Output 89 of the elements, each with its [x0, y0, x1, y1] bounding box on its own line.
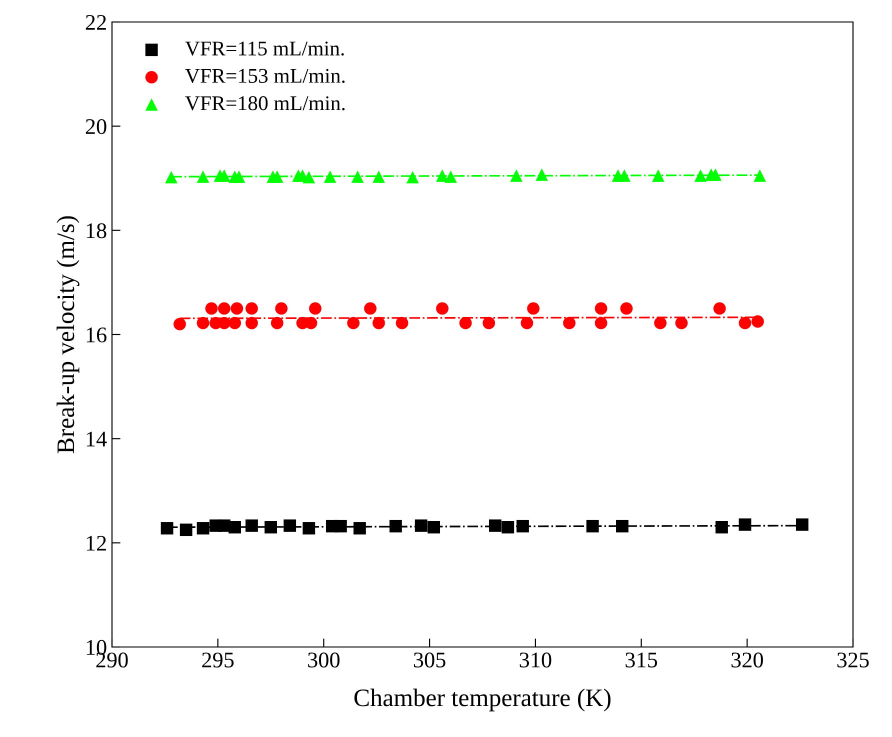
point [270, 316, 284, 330]
point [428, 520, 440, 534]
point [738, 518, 752, 531]
x-tick-label: 325 [837, 652, 869, 668]
point [218, 302, 230, 315]
y-tick-label: 10 [86, 640, 106, 655]
point [324, 170, 336, 183]
point [594, 302, 608, 315]
point [527, 302, 540, 315]
point [228, 316, 242, 330]
point [228, 520, 242, 534]
x-axis-title: Chamber temperature (K) [354, 688, 611, 712]
point [654, 316, 667, 330]
point [334, 520, 347, 532]
point [196, 316, 210, 330]
point [160, 522, 174, 534]
point [302, 170, 316, 184]
point [738, 316, 752, 330]
point [502, 520, 514, 534]
point [675, 316, 688, 330]
point [353, 522, 366, 534]
point [716, 520, 728, 534]
point [389, 520, 402, 532]
y-tick-label: 14 [86, 432, 107, 446]
point [372, 316, 385, 330]
point [586, 520, 599, 532]
point [616, 520, 628, 532]
point [165, 170, 178, 184]
point [482, 316, 496, 330]
point [270, 170, 284, 183]
x-tick-label: 290 [96, 652, 128, 668]
point [444, 170, 457, 183]
point [351, 170, 364, 183]
point [694, 169, 707, 182]
point [230, 302, 244, 315]
point [196, 522, 210, 534]
y-tick-label: 16 [86, 327, 106, 342]
point [180, 524, 192, 536]
point [436, 302, 448, 315]
point [520, 316, 534, 330]
point [364, 302, 377, 315]
point [510, 169, 523, 182]
point [275, 302, 288, 315]
point [436, 169, 448, 182]
point [347, 316, 360, 330]
point [459, 316, 472, 330]
y-tick-label: 20 [86, 119, 106, 134]
point [618, 169, 631, 182]
point [488, 519, 502, 532]
legend-label: VFR=180 mL/min. [185, 96, 345, 110]
point [594, 316, 608, 330]
point [264, 520, 277, 534]
point [218, 169, 230, 182]
point [372, 170, 385, 183]
x-tick-label: 305 [414, 652, 446, 668]
y-axis-title: Break-up velocity (m/s) [56, 216, 80, 454]
x-tick-label: 300 [308, 652, 340, 668]
point [302, 522, 316, 534]
point [752, 315, 764, 328]
y-tick-label: 12 [86, 536, 106, 551]
point [709, 168, 722, 181]
point [406, 170, 419, 184]
point [563, 316, 576, 330]
point [309, 302, 322, 315]
x-tick-label: 315 [626, 652, 658, 668]
point [516, 520, 529, 532]
point [246, 302, 258, 315]
point [246, 316, 258, 330]
legend-label: VFR=153 mL/min. [185, 68, 345, 84]
legend-label: VFR=115 mL/min. [185, 42, 344, 56]
point [232, 170, 246, 183]
y-tick-label: 18 [86, 223, 106, 238]
point [205, 302, 218, 315]
point [246, 519, 258, 532]
point [396, 316, 408, 330]
point [713, 302, 726, 315]
point [414, 519, 428, 532]
x-tick-label: 295 [202, 652, 234, 668]
point [536, 168, 548, 181]
point [620, 302, 633, 315]
point [196, 170, 210, 183]
point [174, 318, 186, 330]
point [284, 519, 296, 532]
y-tick-label: 22 [86, 14, 106, 30]
point [652, 169, 664, 182]
point [796, 518, 808, 531]
x-tick-label: 310 [520, 652, 552, 668]
point [754, 169, 766, 182]
x-tick-label: 320 [732, 652, 763, 668]
